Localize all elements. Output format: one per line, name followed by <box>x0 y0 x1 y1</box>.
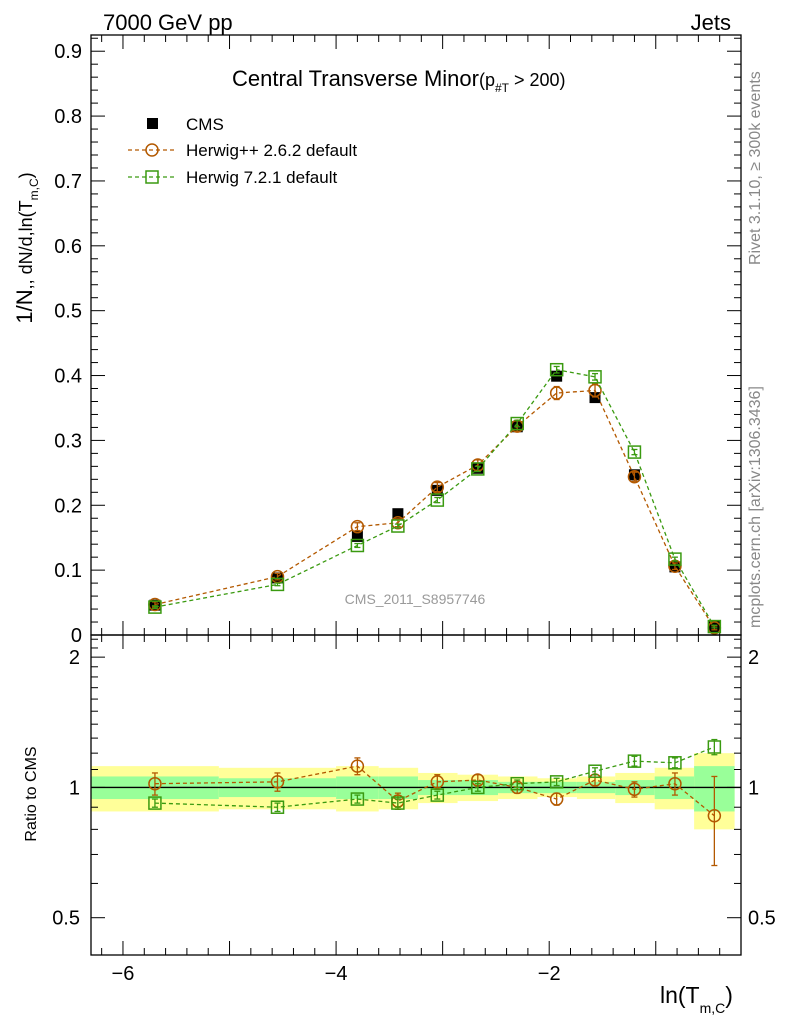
ratio-uncertainty-bands <box>91 753 735 829</box>
legend: CMS Herwig++ 2.6.2 default Herwig 7.2.1 … <box>128 115 357 187</box>
x-tick-label: −2 <box>538 963 561 985</box>
mcplots-reference-label: mcplots.cern.ch [arXiv:1306.3436] <box>747 386 764 628</box>
main-y-axis-label: 1/N,, dN/d,ln(Tm,C) <box>12 172 41 323</box>
main-y-tick-label: 0.4 <box>54 366 82 388</box>
legend-herwig7-label: Herwig 7.2.1 default <box>186 168 337 187</box>
ratio-y-tick-label-right: 0.5 <box>748 908 776 930</box>
legend-cms-label: CMS <box>186 115 224 134</box>
ratio-y-tick-label-right: 1 <box>748 777 759 799</box>
plot-title: Central Transverse Minor(p#T > 200) <box>232 66 566 95</box>
x-axis-label: ln(Tm,C) <box>660 982 733 1016</box>
main-y-tick-label: 0.1 <box>54 560 82 582</box>
main-y-tick-label: 0.3 <box>54 430 82 452</box>
ratio-y-tick-label-right: 2 <box>748 647 759 669</box>
main-y-tick-label: 0.9 <box>54 41 82 63</box>
main-y-tick-label: 0.7 <box>54 171 82 193</box>
main-y-tick-label: 0.2 <box>54 495 82 517</box>
main-y-tick-label: 0 <box>71 625 82 647</box>
main-y-tick-label: 0.8 <box>54 106 82 128</box>
legend-cms-marker <box>147 118 158 129</box>
ratio-y-tick-label-left: 2 <box>69 647 80 669</box>
main-y-tick-label: 0.5 <box>54 301 82 323</box>
analysis-watermark: CMS_2011_S8957746 <box>345 591 486 607</box>
main-y-tick-label: 0.6 <box>54 236 82 258</box>
x-tick-label: −6 <box>112 963 135 985</box>
ratio-y-tick-label-left: 0.5 <box>52 908 80 930</box>
energy-label: 7000 GeV pp <box>103 10 233 35</box>
ratio-y-axis-label: Ratio to CMS <box>23 746 40 841</box>
category-label: Jets <box>691 10 731 35</box>
x-tick-label: −4 <box>325 963 348 985</box>
tick-labels: −6 −4 −2 0 0.1 0.2 0.3 0.4 0.5 0.6 0.7 0.8 0.9 0.5 0.5… <box>52 41 776 985</box>
legend-herwigpp-label: Herwig++ 2.6.2 default <box>186 141 357 160</box>
rivet-version-label: Rivet 3.1.10, ≥ 300k events <box>747 71 764 265</box>
ratio-y-tick-label-left: 1 <box>69 777 80 799</box>
